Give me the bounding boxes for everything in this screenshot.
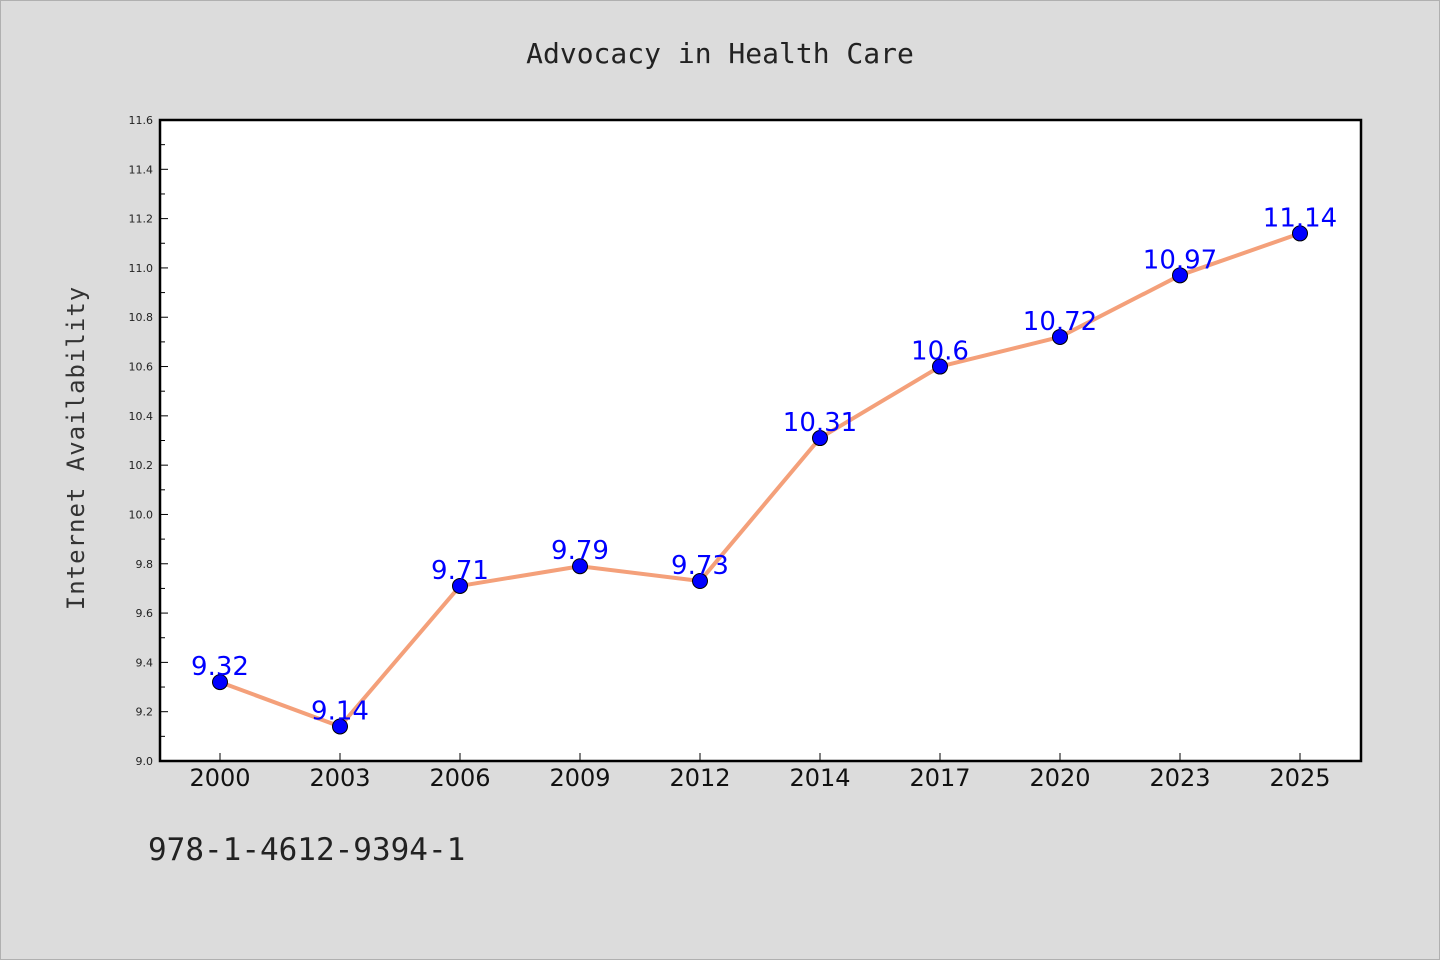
x-tick-label: 2023	[1149, 764, 1210, 792]
y-tick-label: 10.2	[129, 459, 154, 472]
x-tick-label: 2020	[1029, 764, 1090, 792]
data-point	[812, 430, 828, 447]
data-label: 10.72	[1023, 307, 1097, 337]
y-tick-label: 10.6	[129, 361, 154, 374]
x-tick-label: 2017	[909, 764, 970, 792]
y-tick-label: 11.0	[129, 262, 154, 275]
series-layer	[212, 225, 1308, 735]
data-point	[1292, 225, 1308, 242]
data-point	[1172, 267, 1188, 284]
data-label: 9.71	[431, 556, 489, 586]
y-tick-label: 10.0	[129, 508, 154, 521]
x-tick-label: 2012	[669, 764, 730, 792]
x-tick-label: 2025	[1269, 764, 1330, 792]
x-tick-label: 2009	[549, 764, 610, 792]
data-label: 9.14	[311, 696, 369, 726]
y-tick-label: 9.0	[136, 755, 154, 768]
data-point	[1052, 328, 1068, 345]
y-tick-label: 11.4	[129, 163, 154, 176]
chart-title: Advocacy in Health Care	[526, 37, 914, 70]
x-axis-ticks: 2000 2003 2006 2009 2012 2014 2017 2020 2023 2025	[189, 753, 1331, 792]
y-tick-label: 11.6	[129, 114, 154, 127]
data-label: 10.31	[783, 408, 857, 438]
y-tick-label: 9.8	[136, 558, 154, 571]
isbn-footnote: 978-1-4612-9394-1	[148, 832, 466, 868]
data-point	[452, 577, 468, 594]
y-tick-label: 9.4	[136, 656, 154, 669]
data-label: 11.14	[1263, 203, 1337, 233]
y-axis-ticks: 9.0 9.2 9.4 9.6 9.8 10.0 10.2 10.4 10.6 10.8 11.0 1…	[129, 114, 168, 768]
data-label: 9.73	[671, 551, 729, 581]
data-labels: 9.32 9.14 9.71 9.79 9.73 10.31 10.6 10.72 10.97 1…	[191, 203, 1337, 726]
series-line	[219, 231, 1301, 729]
y-tick-label: 10.8	[129, 311, 154, 324]
data-label: 10.97	[1143, 245, 1217, 275]
data-point	[692, 573, 708, 590]
data-label: 9.32	[191, 652, 249, 682]
data-point	[932, 358, 948, 375]
y-tick-label: 11.2	[129, 213, 154, 226]
data-label: 10.6	[911, 337, 969, 367]
y-tick-label: 9.2	[136, 706, 154, 719]
x-tick-label: 2003	[309, 764, 370, 792]
data-point	[332, 718, 348, 735]
y-tick-label: 10.4	[129, 410, 154, 423]
x-tick-label: 2000	[189, 764, 250, 792]
data-point	[212, 674, 228, 691]
x-tick-label: 2006	[429, 764, 490, 792]
y-tick-label: 9.6	[136, 607, 154, 620]
plot-area	[158, 118, 1363, 763]
data-label: 9.79	[551, 536, 609, 566]
y-axis-label: Internet Availability	[62, 286, 90, 610]
data-point	[572, 558, 588, 575]
x-tick-label: 2014	[789, 764, 850, 792]
